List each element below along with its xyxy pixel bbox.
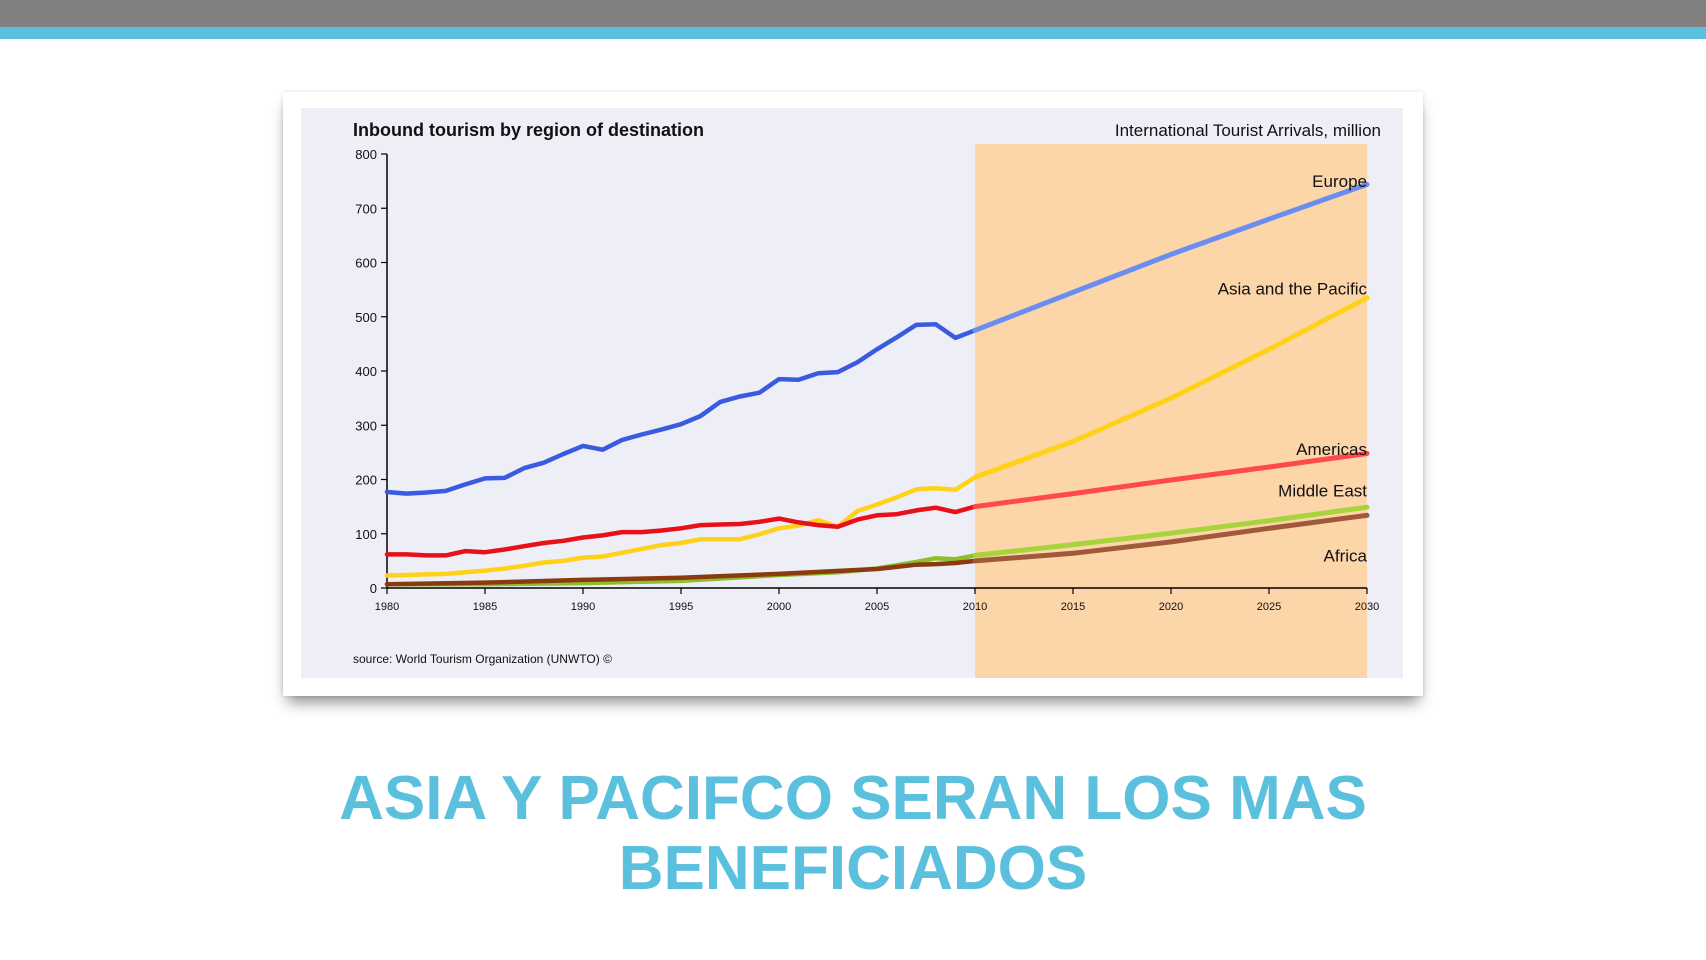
slide-title: ASIA Y PACIFCO SERAN LOS MAS BENEFICIADO…	[253, 764, 1453, 904]
x-tick-label: 2025	[1257, 601, 1281, 613]
axes: 0 100 200 300 400 500 600 700 800 1980 1985 1990 199…	[355, 147, 1379, 613]
chart-subtitle: International Tourist Arrivals, million	[1115, 121, 1381, 140]
series-projection-americas	[972, 451, 1370, 510]
y-tick-label: 600	[355, 256, 377, 271]
y-tick-label: 300	[355, 418, 377, 433]
slide-title-line2: BENEFICIADOS	[618, 834, 1088, 903]
series-line-africa	[384, 558, 978, 587]
series-label-americas: Americas	[1296, 440, 1367, 459]
top-bar-gray	[0, 0, 1706, 27]
x-tick-label: 1985	[473, 601, 497, 613]
x-tick-label: 2030	[1355, 601, 1379, 613]
series-lines	[384, 181, 1370, 587]
slide-title-line1: ASIA Y PACIFCO SERAN LOS MAS	[339, 764, 1367, 833]
series-line-europe	[384, 322, 978, 496]
chart-frame: 0 100 200 300 400 500 600 700 800 1980 1985 1990 199…	[283, 92, 1423, 696]
x-tick-label: 1990	[571, 601, 595, 613]
series-label-africa: Africa	[1324, 546, 1368, 565]
series-label-europe: Europe	[1312, 172, 1367, 191]
x-tick-label: 1995	[669, 601, 693, 613]
y-tick-label: 400	[355, 364, 377, 379]
series-projection-europe	[972, 181, 1370, 333]
series-labels: Europe Asia and the Pacific Americas Middle…	[1218, 172, 1368, 565]
x-tick-label: 2020	[1159, 601, 1183, 613]
series-line-asia-and-the-pacific	[384, 475, 978, 578]
x-tick-label: 2000	[767, 601, 791, 613]
forecast-region	[975, 144, 1367, 678]
y-tick-label: 200	[355, 473, 377, 488]
y-tick-label: 800	[355, 147, 377, 162]
series-projection-africa	[972, 512, 1370, 564]
y-tick-label: 100	[355, 527, 377, 542]
series-label-asia-and-the-pacific: Asia and the Pacific	[1218, 280, 1368, 299]
y-tick-label: 700	[355, 201, 377, 216]
tourism-chart: 0 100 200 300 400 500 600 700 800 1980 1985 1990 199…	[301, 108, 1403, 678]
x-tick-label: 1980	[375, 601, 399, 613]
y-tick-label: 0	[370, 581, 377, 596]
series-projection-asia-and-the-pacific	[972, 295, 1370, 480]
series-projection-middle-east	[972, 504, 1370, 558]
x-tick-label: 2010	[963, 601, 987, 613]
top-bar-accent	[0, 27, 1706, 39]
chart-title: Inbound tourism by region of destination	[353, 120, 704, 140]
series-label-middle-east: Middle East	[1278, 481, 1367, 500]
x-tick-label: 2005	[865, 601, 889, 613]
y-tick-label: 500	[355, 310, 377, 325]
x-tick-label: 2015	[1061, 601, 1085, 613]
chart-source: source: World Tourism Organization (UNWT…	[353, 652, 612, 666]
series-line-americas	[384, 504, 978, 558]
